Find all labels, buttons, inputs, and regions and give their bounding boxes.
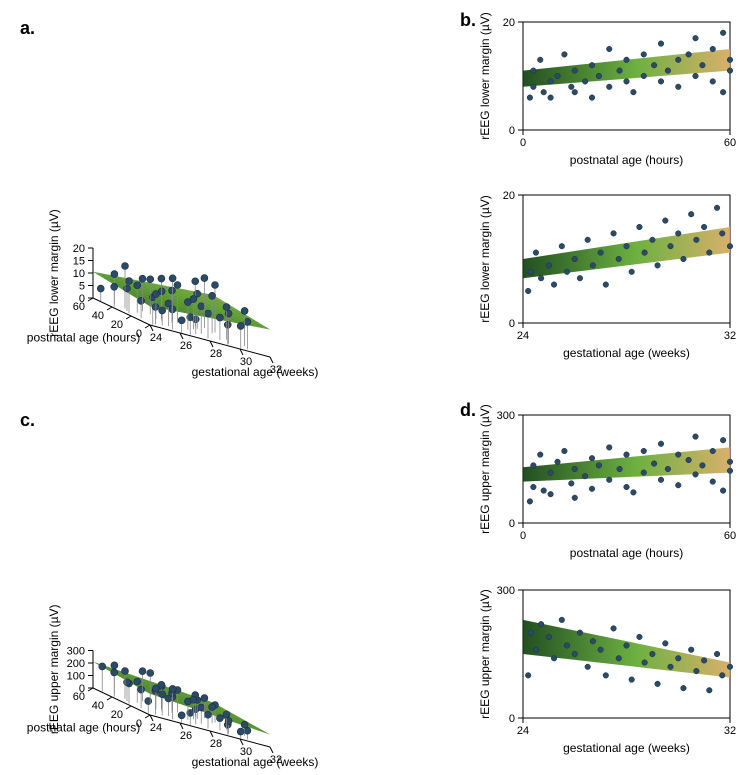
svg-text:100: 100: [67, 671, 85, 683]
svg-text:0: 0: [79, 293, 85, 305]
panel-label-b: b.: [460, 10, 476, 31]
svg-text:200: 200: [67, 658, 85, 670]
panel-d-bottom-scatter: 24 32 0 300 gestational age (weeks) rEEG uppe…: [475, 580, 740, 760]
svg-text:26: 26: [180, 730, 192, 742]
svg-text:rEEG upper margin (µV): rEEG upper margin (µV): [478, 589, 492, 719]
svg-text:0: 0: [509, 518, 515, 530]
svg-text:gestational age (weeks): gestational age (weeks): [192, 755, 319, 769]
svg-text:20: 20: [503, 190, 515, 202]
svg-text:gestational age (weeks): gestational age (weeks): [563, 741, 690, 755]
panel-a-3d: 2426283032020406005101520gestational age…: [15, 25, 455, 385]
svg-text:32: 32: [724, 725, 736, 737]
svg-text:24: 24: [150, 722, 162, 734]
svg-text:15: 15: [73, 256, 85, 268]
svg-text:postnatal age (hours): postnatal age (hours): [570, 546, 683, 560]
svg-text:rEEG upper margin (µV): rEEG upper margin (µV): [478, 405, 492, 534]
svg-text:60: 60: [724, 530, 736, 542]
svg-text:300: 300: [497, 585, 515, 597]
svg-text:20: 20: [73, 243, 85, 255]
panel-c-3d: 242628303202040600100200300gestational a…: [15, 415, 455, 775]
svg-text:24: 24: [517, 330, 529, 342]
svg-text:24: 24: [517, 725, 529, 737]
svg-text:rEEG lower margin (µV): rEEG lower margin (µV): [478, 12, 492, 140]
svg-text:24: 24: [150, 332, 162, 344]
svg-text:40: 40: [92, 700, 104, 712]
svg-text:40: 40: [92, 310, 104, 322]
svg-text:gestational age (weeks): gestational age (weeks): [192, 365, 319, 379]
svg-text:32: 32: [724, 330, 736, 342]
svg-text:0: 0: [79, 683, 85, 695]
svg-text:rEEG lower margin (µV): rEEG lower margin (µV): [47, 209, 61, 337]
svg-text:postnatal age (hours): postnatal age (hours): [27, 331, 140, 345]
svg-text:300: 300: [497, 410, 515, 422]
svg-text:10: 10: [73, 268, 85, 280]
panel-b-bottom-scatter: 24 32 0 20 gestational age (weeks) rEEG lower…: [475, 185, 740, 365]
panel-d-top-scatter: 0 60 0 300 postnatal age (hours) rEEG upper m…: [475, 405, 740, 565]
svg-text:26: 26: [180, 340, 192, 352]
svg-text:5: 5: [79, 281, 85, 293]
svg-text:300: 300: [67, 646, 85, 658]
svg-text:20: 20: [111, 319, 123, 331]
svg-text:rEEG upper margin (µV): rEEG upper margin (µV): [47, 604, 61, 734]
panel-label-d: d.: [460, 400, 476, 421]
svg-text:20: 20: [111, 709, 123, 721]
svg-text:rEEG lower margin (µV): rEEG lower margin (µV): [478, 195, 492, 323]
svg-text:0: 0: [509, 125, 515, 137]
svg-text:gestational age (weeks): gestational age (weeks): [563, 346, 690, 360]
svg-text:postnatal age (hours): postnatal age (hours): [570, 153, 683, 167]
svg-text:28: 28: [210, 738, 222, 750]
svg-text:60: 60: [724, 137, 736, 149]
svg-text:0: 0: [520, 530, 526, 542]
panel-b-top-scatter: 0 60 0 20 postnatal age (hours) rEEG lower ma…: [475, 12, 740, 172]
svg-text:0: 0: [520, 137, 526, 149]
svg-text:0: 0: [509, 713, 515, 725]
svg-text:0: 0: [509, 318, 515, 330]
svg-text:20: 20: [503, 17, 515, 29]
svg-text:28: 28: [210, 348, 222, 360]
svg-text:postnatal age (hours): postnatal age (hours): [27, 721, 140, 735]
